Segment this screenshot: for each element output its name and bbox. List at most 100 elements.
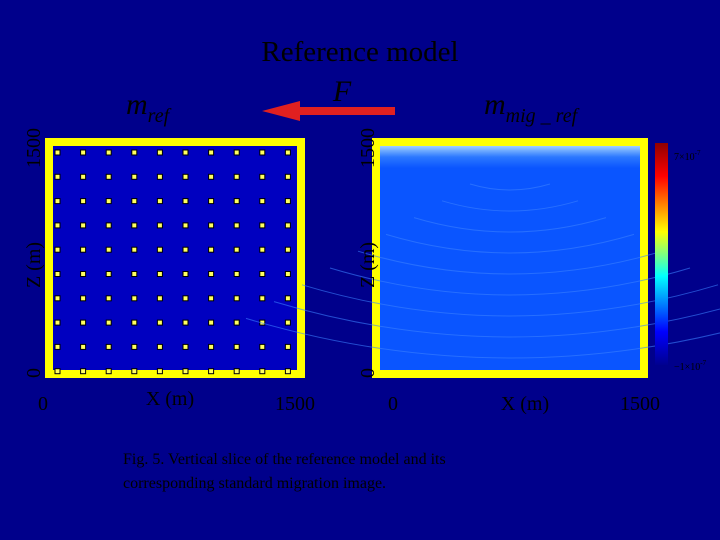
scatterer — [80, 149, 87, 156]
scatterer — [208, 173, 215, 180]
arc — [385, 233, 635, 254]
scatterer — [259, 246, 266, 253]
scatterer — [156, 198, 163, 205]
scatterer — [233, 198, 240, 205]
scatterer — [80, 295, 87, 302]
scatterer — [233, 368, 240, 375]
y-tick: 0 — [357, 368, 379, 378]
exponent: -7 — [695, 149, 701, 157]
arc — [357, 250, 663, 275]
base: 7×10 — [674, 152, 695, 163]
scatterer — [156, 271, 163, 277]
scatterer — [131, 198, 138, 205]
scatterer — [80, 319, 87, 326]
scatterer — [131, 222, 138, 229]
scatterer — [208, 149, 215, 156]
force-arrow — [262, 101, 395, 121]
scatterer — [54, 319, 61, 326]
scatterer — [182, 222, 189, 229]
image-frame — [372, 138, 648, 378]
scatterer — [284, 173, 291, 180]
scatterer — [105, 149, 112, 156]
scatterer — [284, 368, 291, 375]
scatterer — [284, 295, 291, 302]
scatterer — [284, 198, 291, 205]
subscript: mig _ ref — [506, 105, 580, 127]
scatterer — [105, 246, 112, 253]
scatterer — [182, 198, 189, 205]
scatterer — [233, 246, 240, 253]
arc — [413, 217, 607, 233]
scatterer — [208, 198, 215, 205]
scatterer — [54, 198, 61, 205]
scatterer — [105, 271, 112, 277]
scatterer — [259, 222, 266, 229]
y-tick: 0 — [23, 368, 45, 378]
arc — [245, 317, 720, 359]
scatterer — [156, 222, 163, 229]
arc — [329, 267, 691, 296]
scatterer — [284, 149, 291, 156]
scatterer — [54, 173, 61, 180]
scatterer — [156, 295, 163, 302]
scatterer — [182, 319, 189, 326]
scatterer — [105, 319, 112, 326]
caption-line: corresponding standard migration image. — [123, 475, 386, 492]
caption-line: Fig. 5. Vertical slice of the reference … — [123, 451, 446, 468]
scatterer — [208, 295, 215, 302]
scatterer — [105, 368, 112, 375]
scatterer — [208, 271, 215, 277]
exponent: -7 — [700, 359, 706, 367]
title: Reference model — [261, 36, 458, 68]
scatterer — [54, 222, 61, 229]
scatterer — [182, 173, 189, 180]
scatterer — [182, 343, 189, 350]
scatterer — [131, 271, 138, 277]
scatterer — [54, 149, 61, 156]
scatterer — [80, 271, 87, 277]
scatterer — [284, 343, 291, 350]
scatterer — [182, 368, 189, 375]
scatterer — [208, 222, 215, 229]
scatterer — [105, 198, 112, 205]
scatterer — [131, 173, 138, 180]
panel-symbol: mmig _ ref — [484, 88, 580, 127]
x-label: X (m) — [146, 388, 194, 410]
model-frame — [45, 138, 305, 378]
scatterer — [259, 343, 266, 350]
scatterer — [259, 198, 266, 205]
scatterer — [233, 295, 240, 302]
scatterer — [105, 343, 112, 350]
x-tick: 0 — [388, 393, 398, 415]
x-tick: 0 — [38, 393, 48, 415]
scatterer — [208, 343, 215, 350]
force-label: F — [332, 75, 352, 108]
scatterer — [259, 271, 266, 277]
scatterer — [156, 173, 163, 180]
y-label: Z (m) — [357, 242, 379, 288]
scatterer — [156, 149, 163, 156]
scatterer — [284, 246, 291, 253]
scatterer — [233, 271, 240, 277]
scatterer — [259, 173, 266, 180]
colorbar-min: −1×10-7 — [674, 359, 707, 373]
scatterer — [182, 149, 189, 156]
scatterer — [182, 246, 189, 253]
scatterer — [80, 222, 87, 229]
arc — [273, 301, 720, 338]
colorbar-max: 7×10-7 — [674, 149, 701, 163]
scatterer — [131, 319, 138, 326]
arc — [441, 200, 579, 212]
scatterer — [233, 222, 240, 229]
scatterer — [105, 222, 112, 229]
scatterer — [208, 246, 215, 253]
scatterer — [233, 343, 240, 350]
symbol: m — [126, 88, 148, 121]
y-tick: 1500 — [357, 128, 379, 168]
scatterer — [131, 246, 138, 253]
colorbar — [655, 143, 668, 365]
scatterer — [284, 319, 291, 326]
scatterer — [54, 343, 61, 350]
scatterer — [284, 222, 291, 229]
